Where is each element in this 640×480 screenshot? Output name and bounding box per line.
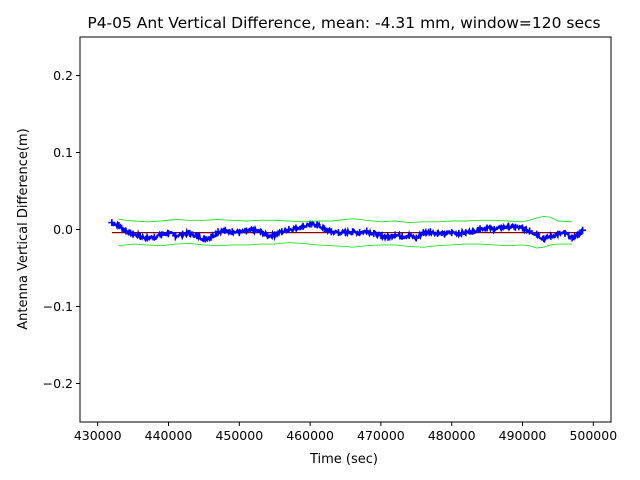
- chart-title: P4-05 Ant Vertical Difference, mean: -4.…: [87, 14, 600, 32]
- measurement-point: [419, 229, 427, 237]
- y-tick-label: 0.1: [53, 145, 73, 160]
- measurement-point: [228, 228, 236, 236]
- measurement-point: [455, 229, 463, 237]
- measurement-point: [249, 226, 257, 234]
- measurement-point: [540, 235, 548, 243]
- measurement-point: [334, 229, 342, 237]
- measurement-point: [497, 224, 505, 232]
- measurement-point: [448, 229, 456, 237]
- measurement-point: [554, 230, 562, 238]
- measurement-point: [122, 227, 130, 235]
- series-group: [108, 215, 587, 249]
- measurement-point: [200, 235, 208, 243]
- measurement-point: [271, 231, 279, 239]
- plot-area: [108, 215, 587, 249]
- measurement-point: [377, 232, 385, 240]
- measurement-point: [483, 224, 491, 232]
- measurement-point: [384, 233, 392, 241]
- x-tick-label: 500000: [569, 428, 617, 443]
- measurement-point: [157, 231, 165, 239]
- measurement-point: [221, 226, 229, 234]
- x-tick-label: 480000: [428, 428, 476, 443]
- measurement-point: [278, 228, 286, 236]
- measurement-point: [143, 234, 151, 242]
- measurement-point: [136, 232, 144, 240]
- measurement-point: [434, 229, 442, 237]
- measurement-point: [327, 228, 335, 236]
- measurement-point: [526, 227, 534, 235]
- measurement-point: [462, 229, 470, 237]
- x-tick-label: 430000: [74, 428, 122, 443]
- measurement-point: [342, 229, 349, 237]
- axes: 430000 440000 450000 460000 470000 480000 4900…: [43, 36, 617, 443]
- measurement-point: [441, 230, 449, 238]
- measurement-point: [575, 230, 583, 238]
- measurement-point: [490, 226, 498, 233]
- measurement-point: [214, 228, 222, 236]
- measurement-point: [547, 232, 555, 240]
- measurement-point: [257, 228, 265, 236]
- measurement-point: [313, 221, 321, 229]
- y-axis-label: Antenna Vertical Difference(m): [16, 128, 31, 329]
- upper-envelope-line: [118, 215, 573, 224]
- measurement-point: [579, 226, 587, 234]
- x-tick-label: 440000: [145, 428, 193, 443]
- measurement-point: [150, 233, 158, 241]
- x-tick-label: 460000: [286, 428, 334, 443]
- measurement-point: [469, 227, 477, 235]
- measurement-point: [320, 225, 328, 233]
- measurement-point: [511, 223, 519, 231]
- measurement-point: [193, 232, 201, 240]
- y-tick-label: 0.2: [53, 68, 73, 83]
- measurement-point: [242, 227, 250, 235]
- measurement-point: [426, 228, 434, 236]
- measurement-point: [356, 229, 364, 237]
- measurement-point: [285, 226, 293, 233]
- measurement-point: [412, 234, 420, 242]
- measurement-point: [129, 230, 137, 238]
- lower-envelope-line: [118, 242, 573, 249]
- x-axis-label: Time (sec): [309, 452, 378, 467]
- x-tick-label: 490000: [499, 428, 547, 443]
- measurement-point: [235, 229, 243, 237]
- measurement-point: [172, 232, 180, 240]
- x-tick-label: 450000: [215, 428, 263, 443]
- measurement-point: [398, 232, 406, 240]
- measurement-point: [561, 229, 569, 237]
- measurement-point: [108, 219, 116, 227]
- y-tick-label: 0.0: [53, 222, 73, 237]
- measurement-point: [179, 230, 187, 238]
- measurement-point: [504, 222, 512, 230]
- y-tick-label: −0.2: [43, 376, 73, 391]
- measurement-point: [349, 228, 357, 236]
- measurement-point: [165, 229, 172, 237]
- measurement-point: [186, 229, 194, 237]
- measurement-point: [115, 222, 123, 230]
- measurement-point: [207, 233, 215, 241]
- measurement-point: [533, 230, 541, 238]
- measurement-point: [292, 224, 300, 232]
- measurement-point: [391, 231, 399, 239]
- measurement-point: [299, 222, 307, 230]
- measurement-point: [405, 232, 413, 240]
- measurement-point: [363, 227, 371, 235]
- x-tick-label: 470000: [357, 428, 405, 443]
- measurement-point: [476, 225, 484, 233]
- measurement-point: [568, 234, 576, 242]
- measurement-point: [519, 224, 526, 232]
- y-tick-label: −0.1: [43, 299, 73, 314]
- measurement-point: [370, 229, 378, 237]
- measurement-point: [264, 232, 272, 240]
